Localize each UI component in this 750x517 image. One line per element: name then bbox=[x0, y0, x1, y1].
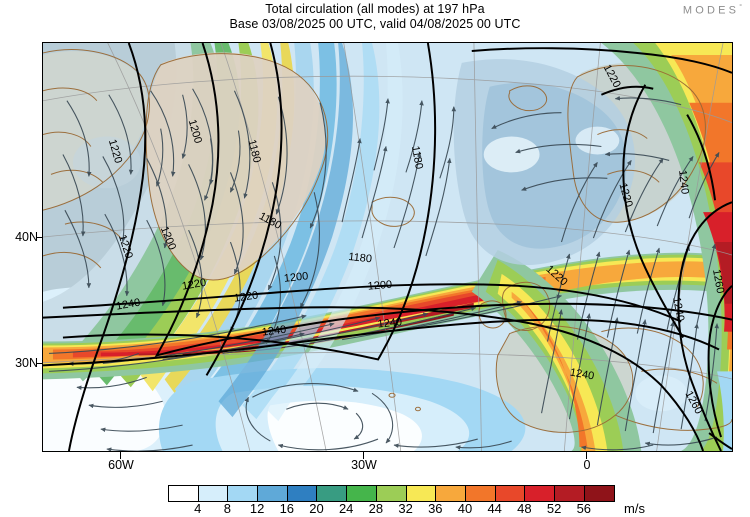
colorbar-tick-32: 32 bbox=[398, 501, 413, 516]
brand-text: MODES bbox=[682, 4, 740, 17]
colorbar-swatch-13 bbox=[554, 486, 585, 501]
svg-text:1240: 1240 bbox=[115, 297, 141, 313]
colorbar-tick-labels: 4 8 12 16 20 24 28 32 36 40 44 48 52 56 bbox=[0, 501, 750, 517]
page-title: Total circulation (all modes) at 197 hPa… bbox=[0, 2, 750, 32]
x-tick-60w bbox=[120, 452, 122, 459]
colorbar-swatch-11 bbox=[495, 486, 526, 501]
colorbar-swatch-3 bbox=[258, 486, 288, 501]
x-tick-label-30w: 30W bbox=[351, 458, 377, 472]
x-tick-label-0: 0 bbox=[583, 458, 591, 472]
colorbar-tick-48: 48 bbox=[517, 501, 532, 516]
colorbar-swatch-7 bbox=[376, 486, 407, 501]
colorbar-swatch-9 bbox=[436, 486, 466, 501]
colorbar-swatch-14 bbox=[584, 486, 615, 501]
colorbar-swatch-6 bbox=[347, 486, 377, 501]
colorbar-unit-label: m/s bbox=[624, 501, 645, 516]
colorbar-tick-12: 12 bbox=[249, 501, 265, 516]
colorbar-tick-8: 8 bbox=[223, 501, 231, 516]
map-plot-area: 1220 1200 1180 1180 1180 1180 1220 1200 … bbox=[42, 42, 733, 452]
colorbar-tick-28: 28 bbox=[368, 501, 384, 516]
colorbar-swatch-1 bbox=[198, 486, 229, 501]
svg-text:1180: 1180 bbox=[348, 251, 373, 265]
colorbar-tick-24: 24 bbox=[338, 501, 354, 516]
x-tick-label-60w: 60W bbox=[108, 458, 134, 472]
colorbar-tick-56: 56 bbox=[576, 501, 592, 516]
x-tick-30w bbox=[363, 452, 365, 459]
colorbar-swatch-8 bbox=[406, 486, 437, 501]
svg-text:1240: 1240 bbox=[569, 367, 595, 383]
y-tick-40n bbox=[36, 237, 43, 239]
colorbar-swatch-4 bbox=[287, 486, 318, 501]
colorbar-swatch-0 bbox=[169, 486, 199, 501]
colorbar-tick-4: 4 bbox=[194, 501, 202, 516]
svg-text:1240: 1240 bbox=[676, 169, 690, 194]
colorbar-tick-36: 36 bbox=[428, 501, 443, 516]
colorbar-swatch-12 bbox=[525, 486, 555, 501]
svg-text:1200: 1200 bbox=[367, 279, 392, 293]
colorbar-tick-52: 52 bbox=[546, 501, 562, 516]
svg-text:1180: 1180 bbox=[409, 145, 425, 170]
brand-mark: ° bbox=[739, 4, 742, 11]
y-tick-30n bbox=[36, 363, 43, 365]
colorbar-tick-40: 40 bbox=[457, 501, 473, 516]
svg-text:1200: 1200 bbox=[283, 270, 308, 284]
svg-text:1260: 1260 bbox=[710, 268, 726, 294]
colorbar-tick-20: 20 bbox=[309, 501, 324, 516]
y-tick-label-40n: 40N bbox=[15, 230, 38, 244]
svg-text:1240: 1240 bbox=[261, 324, 287, 339]
colorbar-tick-44: 44 bbox=[487, 501, 502, 516]
colorbar-tick-16: 16 bbox=[279, 501, 295, 516]
colorbar-swatch-5 bbox=[317, 486, 348, 501]
colorbar-swatch-2 bbox=[228, 486, 259, 501]
svg-text:1220: 1220 bbox=[181, 277, 207, 293]
svg-text:1220: 1220 bbox=[233, 289, 259, 304]
modes-logo: MODES° bbox=[683, 4, 742, 17]
svg-text:1240: 1240 bbox=[670, 296, 686, 322]
y-tick-label-30n: 30N bbox=[15, 356, 38, 370]
title-line-1: Total circulation (all modes) at 197 hPa bbox=[265, 2, 485, 16]
svg-text:1180: 1180 bbox=[245, 138, 262, 164]
svg-text:1240: 1240 bbox=[377, 316, 402, 330]
x-tick-0 bbox=[586, 452, 588, 459]
colorbar-swatch-10 bbox=[465, 486, 496, 501]
title-line-2: Base 03/08/2025 00 UTC, valid 04/08/2025… bbox=[229, 17, 521, 31]
colorbar: 4 8 12 16 20 24 28 32 36 40 44 48 52 56 m/s bbox=[0, 480, 750, 516]
map-canvas: 1220 1200 1180 1180 1180 1180 1220 1200 … bbox=[43, 43, 732, 451]
colorbar-swatches bbox=[168, 485, 616, 502]
